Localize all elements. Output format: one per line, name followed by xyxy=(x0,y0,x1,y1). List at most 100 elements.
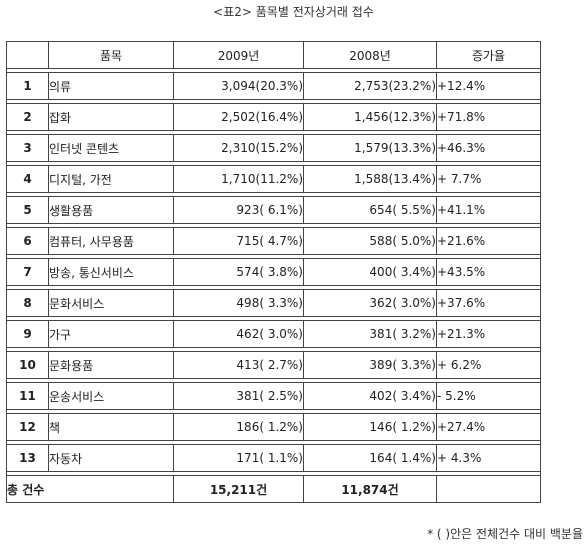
growth-rate: +41.1% xyxy=(436,196,541,224)
value-2008: 389( 3.3%) xyxy=(303,351,437,379)
table-row: 9 가구 462( 3.0%) 381( 3.2%) +21.3% xyxy=(6,320,541,348)
growth-rate: +21.3% xyxy=(436,320,541,348)
row-number: 11 xyxy=(6,382,49,410)
growth-rate: +46.3% xyxy=(436,134,541,162)
header-2008: 2008년 xyxy=(303,41,437,69)
table-body: 1 의류 3,094(20.3%) 2,753(23.2%) +12.4% 2 잡화 2,50… xyxy=(6,68,541,503)
table-row: 5 생활용품 923( 6.1%) 654( 5.5%) +41.1% xyxy=(6,196,541,224)
value-2008: 362( 3.0%) xyxy=(303,289,437,317)
value-2008: 1,588(13.4%) xyxy=(303,165,437,193)
item-name: 문화서비스 xyxy=(48,289,174,317)
total-row: 총 건수 15,211건 11,874건 xyxy=(6,475,541,503)
value-2009: 1,710(11.2%) xyxy=(173,165,304,193)
growth-rate: +43.5% xyxy=(436,258,541,286)
value-2008: 1,579(13.3%) xyxy=(303,134,437,162)
table-caption: <표2> 품목별 전자상거래 접수 xyxy=(213,5,374,19)
row-gap xyxy=(6,161,541,166)
value-2008: 402( 3.4%) xyxy=(303,382,437,410)
value-2009: 413( 2.7%) xyxy=(173,351,304,379)
row-number: 2 xyxy=(6,103,49,131)
row-number: 5 xyxy=(6,196,49,224)
item-name: 의류 xyxy=(48,72,174,100)
total-2009: 15,211건 xyxy=(173,475,304,503)
growth-rate: +21.6% xyxy=(436,227,541,255)
table-row: 13 자동차 171( 1.1%) 164( 1.4%) + 4.3% xyxy=(6,444,541,472)
value-2009: 3,094(20.3%) xyxy=(173,72,304,100)
table-row: 6 컴퓨터, 사무용품 715( 4.7%) 588( 5.0%) +21.6% xyxy=(6,227,541,255)
header-item: 품목 xyxy=(48,41,174,69)
row-number: 1 xyxy=(6,72,49,100)
growth-rate: +37.6% xyxy=(436,289,541,317)
item-name: 디지털, 가전 xyxy=(48,165,174,193)
row-number: 13 xyxy=(6,444,49,472)
header-row: 품목 2009년 2008년 증가율 xyxy=(6,41,541,69)
growth-rate: + 6.2% xyxy=(436,351,541,379)
row-gap xyxy=(6,223,541,228)
value-2008: 1,456(12.3%) xyxy=(303,103,437,131)
total-growth-rate xyxy=(436,475,541,503)
row-number: 4 xyxy=(6,165,49,193)
item-name: 문화용품 xyxy=(48,351,174,379)
row-number: 9 xyxy=(6,320,49,348)
growth-rate: + 4.3% xyxy=(436,444,541,472)
item-name: 가구 xyxy=(48,320,174,348)
value-2008: 654( 5.5%) xyxy=(303,196,437,224)
growth-rate: +27.4% xyxy=(436,413,541,441)
table-row: 7 방송, 통신서비스 574( 3.8%) 400( 3.4%) +43.5% xyxy=(6,258,541,286)
row-gap xyxy=(6,316,541,321)
row-gap xyxy=(6,254,541,259)
total-2008: 11,874건 xyxy=(303,475,437,503)
row-number: 12 xyxy=(6,413,49,441)
table-row: 3 인터넷 콘텐츠 2,310(15.2%) 1,579(13.3%) +46.3% xyxy=(6,134,541,162)
item-name: 자동차 xyxy=(48,444,174,472)
value-2009: 574( 3.8%) xyxy=(173,258,304,286)
value-2009: 462( 3.0%) xyxy=(173,320,304,348)
item-name: 컴퓨터, 사무용품 xyxy=(48,227,174,255)
value-2008: 2,753(23.2%) xyxy=(303,72,437,100)
value-2009: 2,310(15.2%) xyxy=(173,134,304,162)
header-number xyxy=(6,41,49,69)
item-name: 책 xyxy=(48,413,174,441)
row-gap xyxy=(6,130,541,135)
table-row: 4 디지털, 가전 1,710(11.2%) 1,588(13.4%) + 7.7% xyxy=(6,165,541,193)
row-gap xyxy=(6,378,541,383)
row-gap xyxy=(6,347,541,352)
value-2009: 171( 1.1%) xyxy=(173,444,304,472)
value-2009: 186( 1.2%) xyxy=(173,413,304,441)
item-name: 방송, 통신서비스 xyxy=(48,258,174,286)
header-growth-rate: 증가율 xyxy=(436,41,541,69)
row-gap xyxy=(6,68,541,73)
growth-rate: + 7.7% xyxy=(436,165,541,193)
item-name: 인터넷 콘텐츠 xyxy=(48,134,174,162)
growth-rate: +12.4% xyxy=(436,72,541,100)
row-number: 7 xyxy=(6,258,49,286)
growth-rate: +71.8% xyxy=(436,103,541,131)
row-number: 10 xyxy=(6,351,49,379)
table-row: 2 잡화 2,502(16.4%) 1,456(12.3%) +71.8% xyxy=(6,103,541,131)
total-label: 총 건수 xyxy=(6,475,174,503)
value-2008: 400( 3.4%) xyxy=(303,258,437,286)
row-number: 8 xyxy=(6,289,49,317)
row-gap xyxy=(6,409,541,414)
value-2008: 146( 1.2%) xyxy=(303,413,437,441)
row-gap xyxy=(6,440,541,445)
footnote: * ( )안은 전체건수 대비 백분율 xyxy=(427,527,583,541)
value-2008: 164( 1.4%) xyxy=(303,444,437,472)
table-row: 1 의류 3,094(20.3%) 2,753(23.2%) +12.4% xyxy=(6,72,541,100)
row-gap xyxy=(6,471,541,476)
row-gap xyxy=(6,285,541,290)
row-gap xyxy=(6,99,541,104)
value-2009: 923( 6.1%) xyxy=(173,196,304,224)
value-2009: 715( 4.7%) xyxy=(173,227,304,255)
item-name: 생활용품 xyxy=(48,196,174,224)
item-name: 잡화 xyxy=(48,103,174,131)
value-2008: 588( 5.0%) xyxy=(303,227,437,255)
table-row: 10 문화용품 413( 2.7%) 389( 3.3%) + 6.2% xyxy=(6,351,541,379)
value-2009: 381( 2.5%) xyxy=(173,382,304,410)
item-name: 운송서비스 xyxy=(48,382,174,410)
table-row: 8 문화서비스 498( 3.3%) 362( 3.0%) +37.6% xyxy=(6,289,541,317)
table-row: 11 운송서비스 381( 2.5%) 402( 3.4%) - 5.2% xyxy=(6,382,541,410)
header-2009: 2009년 xyxy=(173,41,304,69)
ecommerce-complaints-table: 품목 2009년 2008년 증가율 1 의류 3,094(20.3%) 2,753(… xyxy=(6,41,541,503)
value-2009: 498( 3.3%) xyxy=(173,289,304,317)
